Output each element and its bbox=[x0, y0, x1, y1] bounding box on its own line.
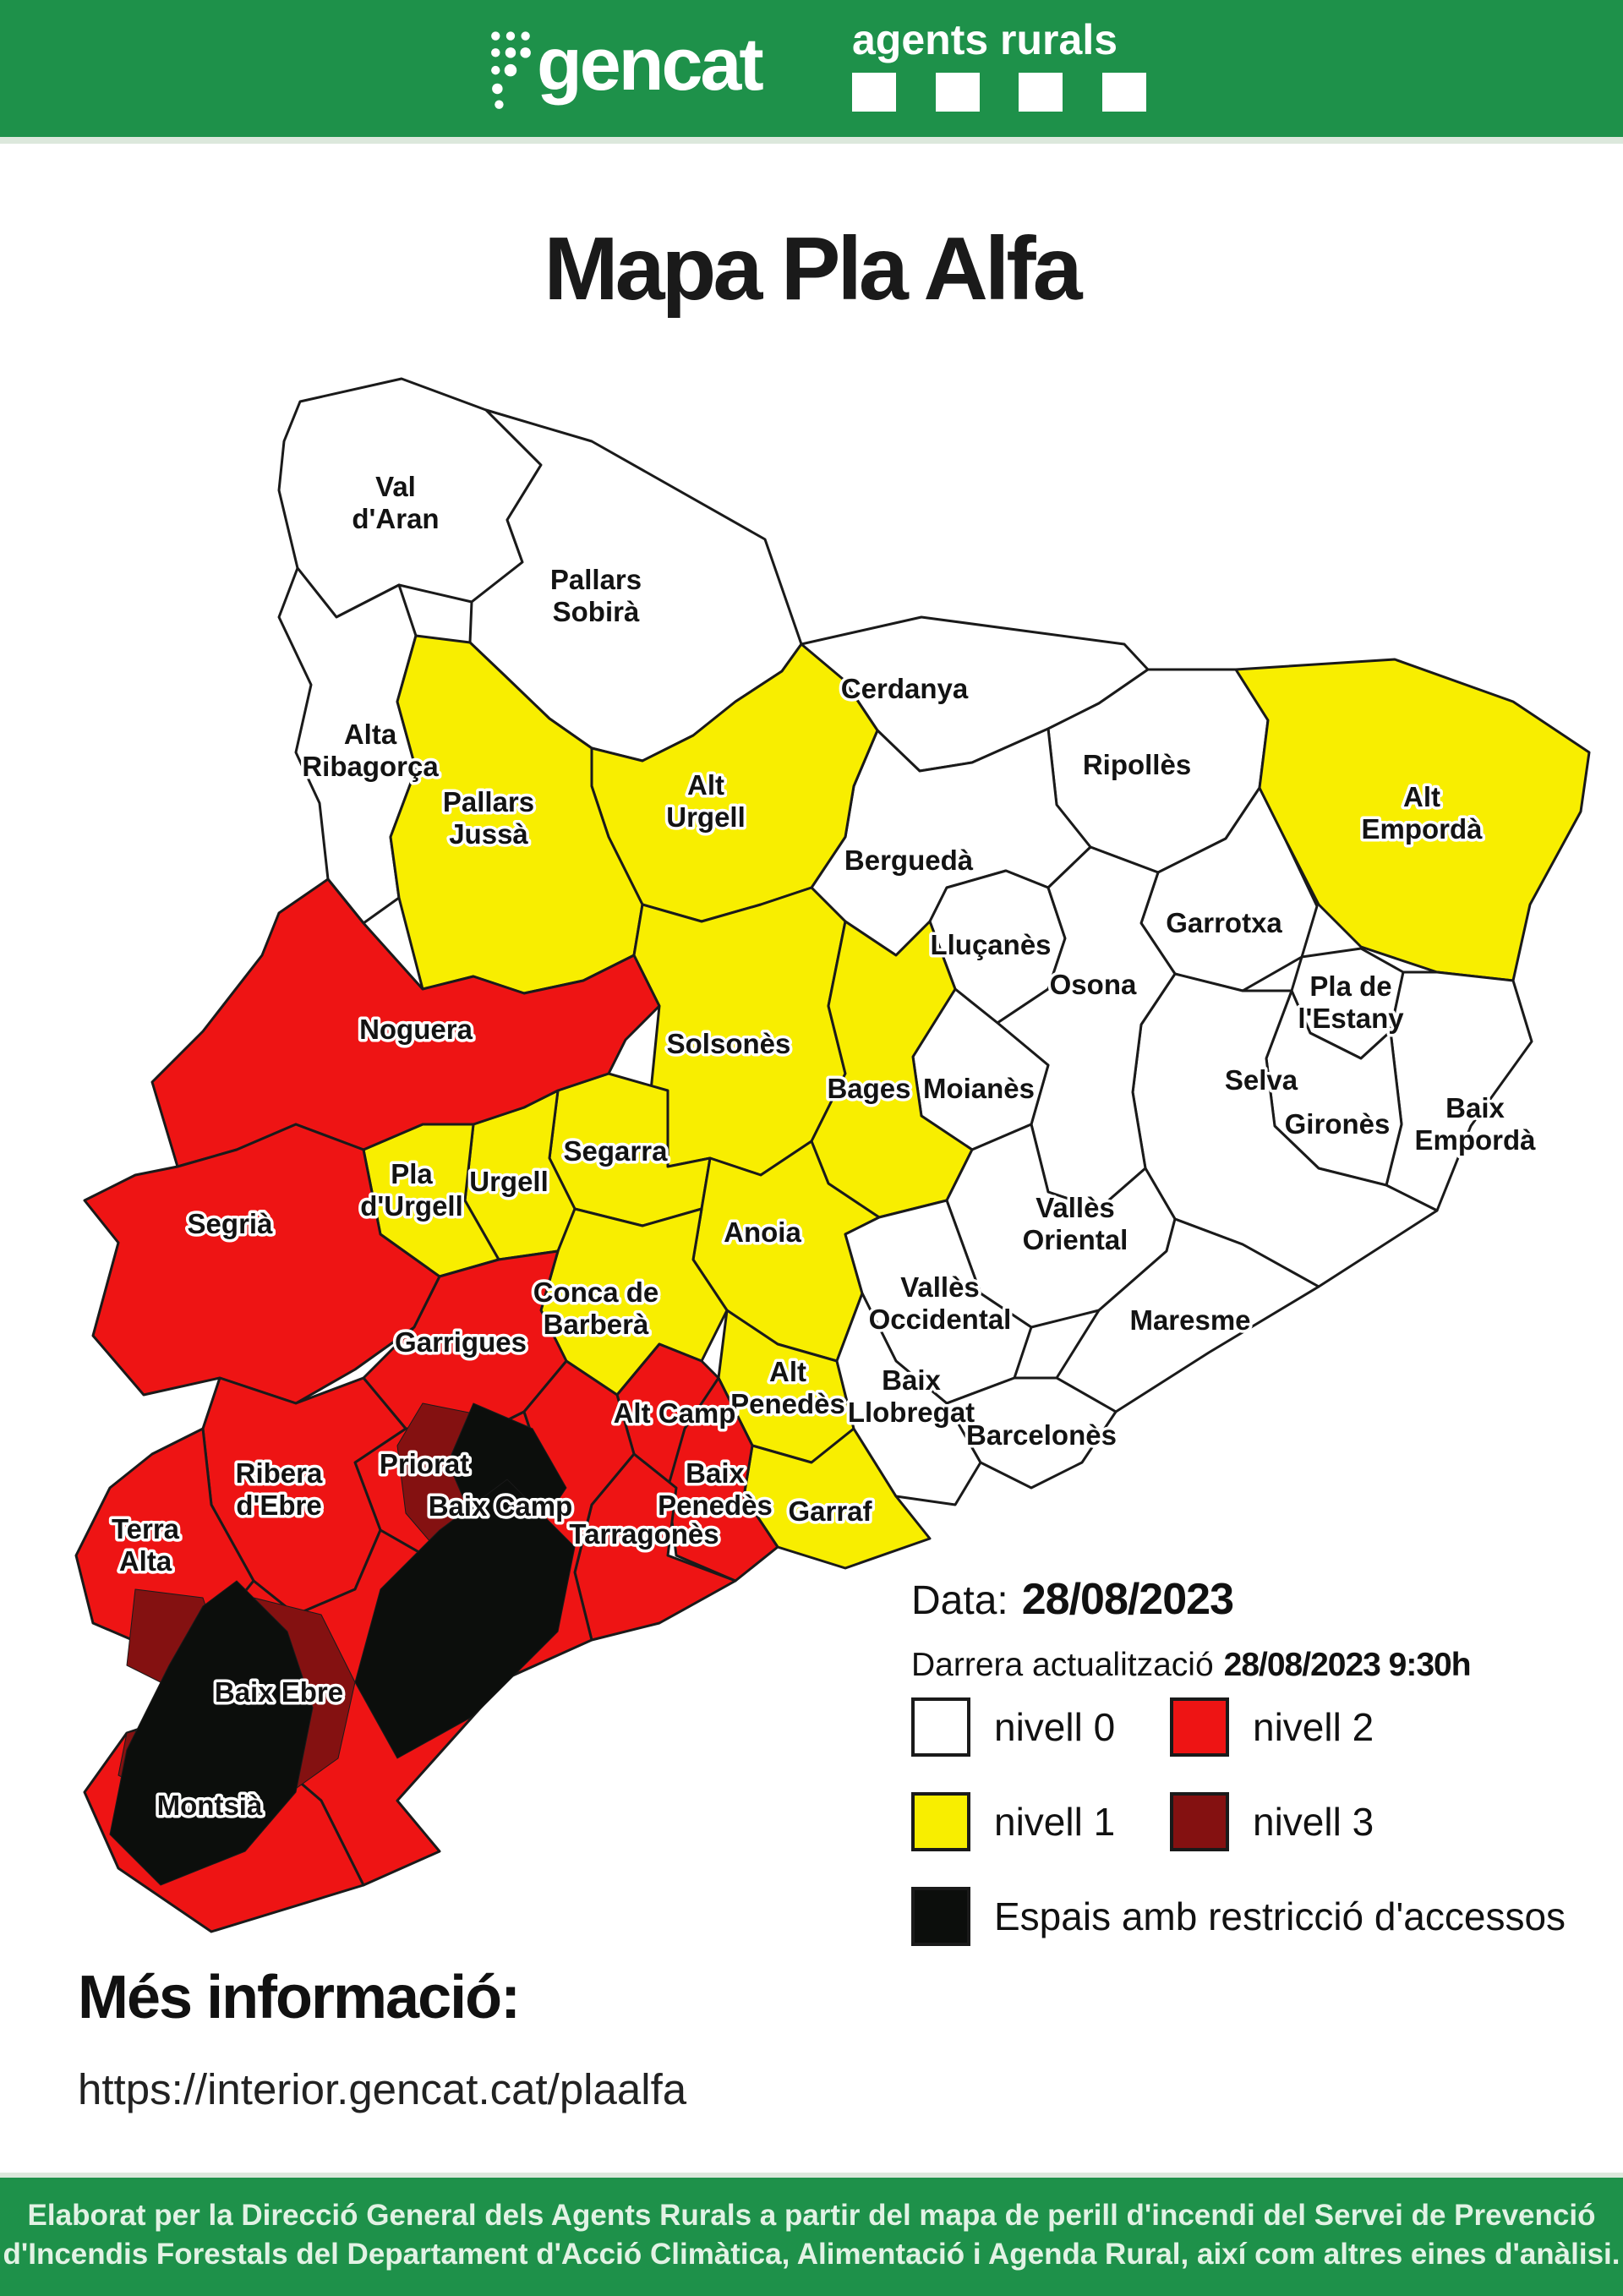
legend-label-nivell-2: nivell 2 bbox=[1253, 1705, 1374, 1749]
date-value: 28/08/2023 bbox=[1021, 1575, 1234, 1624]
agents-rurals-logo: agents rurals bbox=[852, 17, 1150, 112]
updated-label: Darrera actualització bbox=[911, 1647, 1214, 1683]
restricted-area-6 bbox=[109, 1580, 314, 1886]
region-baix-emporda bbox=[1385, 970, 1533, 1212]
footer-line-1: Elaborat per la Direcció General dels Ag… bbox=[27, 2199, 1596, 2232]
region-segria bbox=[83, 1123, 441, 1405]
label-garraf: Garraf bbox=[788, 1495, 872, 1527]
label-girones: Gironès bbox=[1285, 1108, 1391, 1140]
label-baix-emporda: Baix Empordà bbox=[1414, 1092, 1536, 1156]
agents-rurals-wordmark: agents rurals bbox=[852, 16, 1118, 63]
square-icon bbox=[935, 73, 980, 112]
gencat-wordmark: gencat bbox=[537, 22, 764, 106]
gencat-dots-icon bbox=[486, 24, 537, 116]
legend-label-nivell-0: nivell 0 bbox=[994, 1705, 1116, 1749]
label-segarra: Segarra bbox=[564, 1135, 669, 1167]
date-row: Data: 28/08/2023 bbox=[911, 1574, 1234, 1625]
label-alt-camp: Alt Camp bbox=[614, 1397, 736, 1429]
label-maresme: Maresme bbox=[1129, 1304, 1250, 1336]
header-bar: gencat agents rurals bbox=[0, 0, 1623, 144]
agents-rurals-squares-icon bbox=[852, 73, 1146, 112]
footer-bar: Elaborat per la Direcció General dels Ag… bbox=[0, 2173, 1623, 2296]
label-pla-durgell: Pla d'Urgell bbox=[360, 1158, 463, 1222]
label-baix-ebre: Baix Ebre bbox=[215, 1676, 343, 1708]
square-icon bbox=[1019, 73, 1063, 112]
region-noguera bbox=[150, 877, 661, 1168]
label-conca-de-barbera: Conca de Barberà bbox=[533, 1276, 659, 1340]
legend-label-nivell-1: nivell 1 bbox=[994, 1800, 1116, 1844]
label-valles-occidental: Vallès Occidental bbox=[869, 1271, 1012, 1335]
label-ribera-debre: Ribera d'Ebre bbox=[236, 1457, 323, 1521]
legend-swatch-nivell-0 bbox=[911, 1697, 970, 1757]
more-info-url: https://interior.gencat.cat/plaalfa bbox=[78, 2065, 687, 2113]
updated-value: 28/08/2023 9:30h bbox=[1223, 1647, 1472, 1683]
region-maresme bbox=[1055, 1217, 1320, 1413]
label-tarragones: Tarragonès bbox=[569, 1518, 719, 1550]
label-bergueda: Berguedà bbox=[844, 845, 974, 876]
region-barcelones bbox=[945, 1376, 1118, 1490]
updated-row: Darrera actualització 28/08/2023 9:30h bbox=[911, 1647, 1472, 1684]
square-icon bbox=[1101, 73, 1146, 112]
label-baix-camp: Baix Camp bbox=[429, 1490, 573, 1522]
label-moianes: Moianès bbox=[923, 1073, 1035, 1104]
label-anoia: Anoia bbox=[724, 1216, 801, 1248]
label-pallars-sobira: Pallars Sobirà bbox=[550, 564, 642, 627]
label-llucanes: Lluçanès bbox=[930, 929, 1051, 960]
region-terra-alta bbox=[74, 1427, 255, 1650]
legend-swatch-nivell-2 bbox=[1170, 1697, 1229, 1757]
label-alt-penedes: Alt Penedès bbox=[730, 1356, 845, 1419]
region-baix-llobregat bbox=[835, 1292, 982, 1506]
square-icon bbox=[852, 73, 896, 112]
legend-label-restricted: Espais amb restricció d'accessos bbox=[994, 1894, 1566, 1938]
footer-text: Elaborat per la Direcció General dels Ag… bbox=[0, 2178, 1623, 2274]
label-bages: Bages bbox=[827, 1073, 910, 1104]
label-val-daran: Val d'Aran bbox=[352, 471, 439, 534]
label-barcelones: Barcelonès bbox=[966, 1419, 1117, 1451]
label-montsia: Montsià bbox=[157, 1790, 263, 1821]
label-valles-oriental: Vallès Oriental bbox=[1023, 1192, 1128, 1255]
legend-swatch-nivell-3 bbox=[1170, 1792, 1229, 1851]
label-cerdanya: Cerdanya bbox=[841, 673, 969, 704]
footer-line-2: d'Incendis Forestals del Departament d'A… bbox=[3, 2238, 1620, 2271]
legend-swatch-nivell-1 bbox=[911, 1792, 970, 1851]
label-pallars-jussa: Pallars Jussà bbox=[443, 786, 534, 850]
label-osona: Osona bbox=[1050, 969, 1137, 1000]
label-segria: Segrià bbox=[188, 1208, 274, 1239]
label-urgell: Urgell bbox=[469, 1166, 549, 1197]
label-garrigues: Garrigues bbox=[395, 1326, 527, 1358]
date-label: Data: bbox=[911, 1578, 1008, 1623]
label-priorat: Priorat bbox=[380, 1448, 469, 1479]
label-alta-ribagorca: Alta Ribagorça bbox=[302, 719, 439, 782]
restricted-area-5 bbox=[354, 1479, 576, 1759]
gencat-logo: gencat bbox=[486, 22, 764, 116]
legend-label-nivell-3: nivell 3 bbox=[1253, 1800, 1374, 1844]
label-garrotxa: Garrotxa bbox=[1166, 907, 1282, 938]
label-baix-llobregat: Baix Llobregat bbox=[848, 1364, 975, 1428]
label-selva: Selva bbox=[1225, 1064, 1298, 1096]
legend-swatch-restricted bbox=[911, 1887, 970, 1946]
label-alt-urgell: Alt Urgell bbox=[666, 769, 746, 833]
label-pla-de-lestany: Pla de l'Estany bbox=[1298, 970, 1404, 1034]
label-terra-alta: Terra Alta bbox=[112, 1513, 180, 1577]
page-title: Mapa Pla Alfa bbox=[544, 219, 1082, 319]
label-alt-emporda: Alt Empordà bbox=[1361, 781, 1483, 845]
label-ripolles: Ripollès bbox=[1083, 749, 1191, 780]
label-noguera: Noguera bbox=[359, 1014, 473, 1045]
label-solsones: Solsonès bbox=[667, 1028, 791, 1059]
more-info-heading: Més informació: bbox=[78, 1964, 521, 2031]
label-baix-penedes: Baix Penedès bbox=[658, 1457, 773, 1521]
